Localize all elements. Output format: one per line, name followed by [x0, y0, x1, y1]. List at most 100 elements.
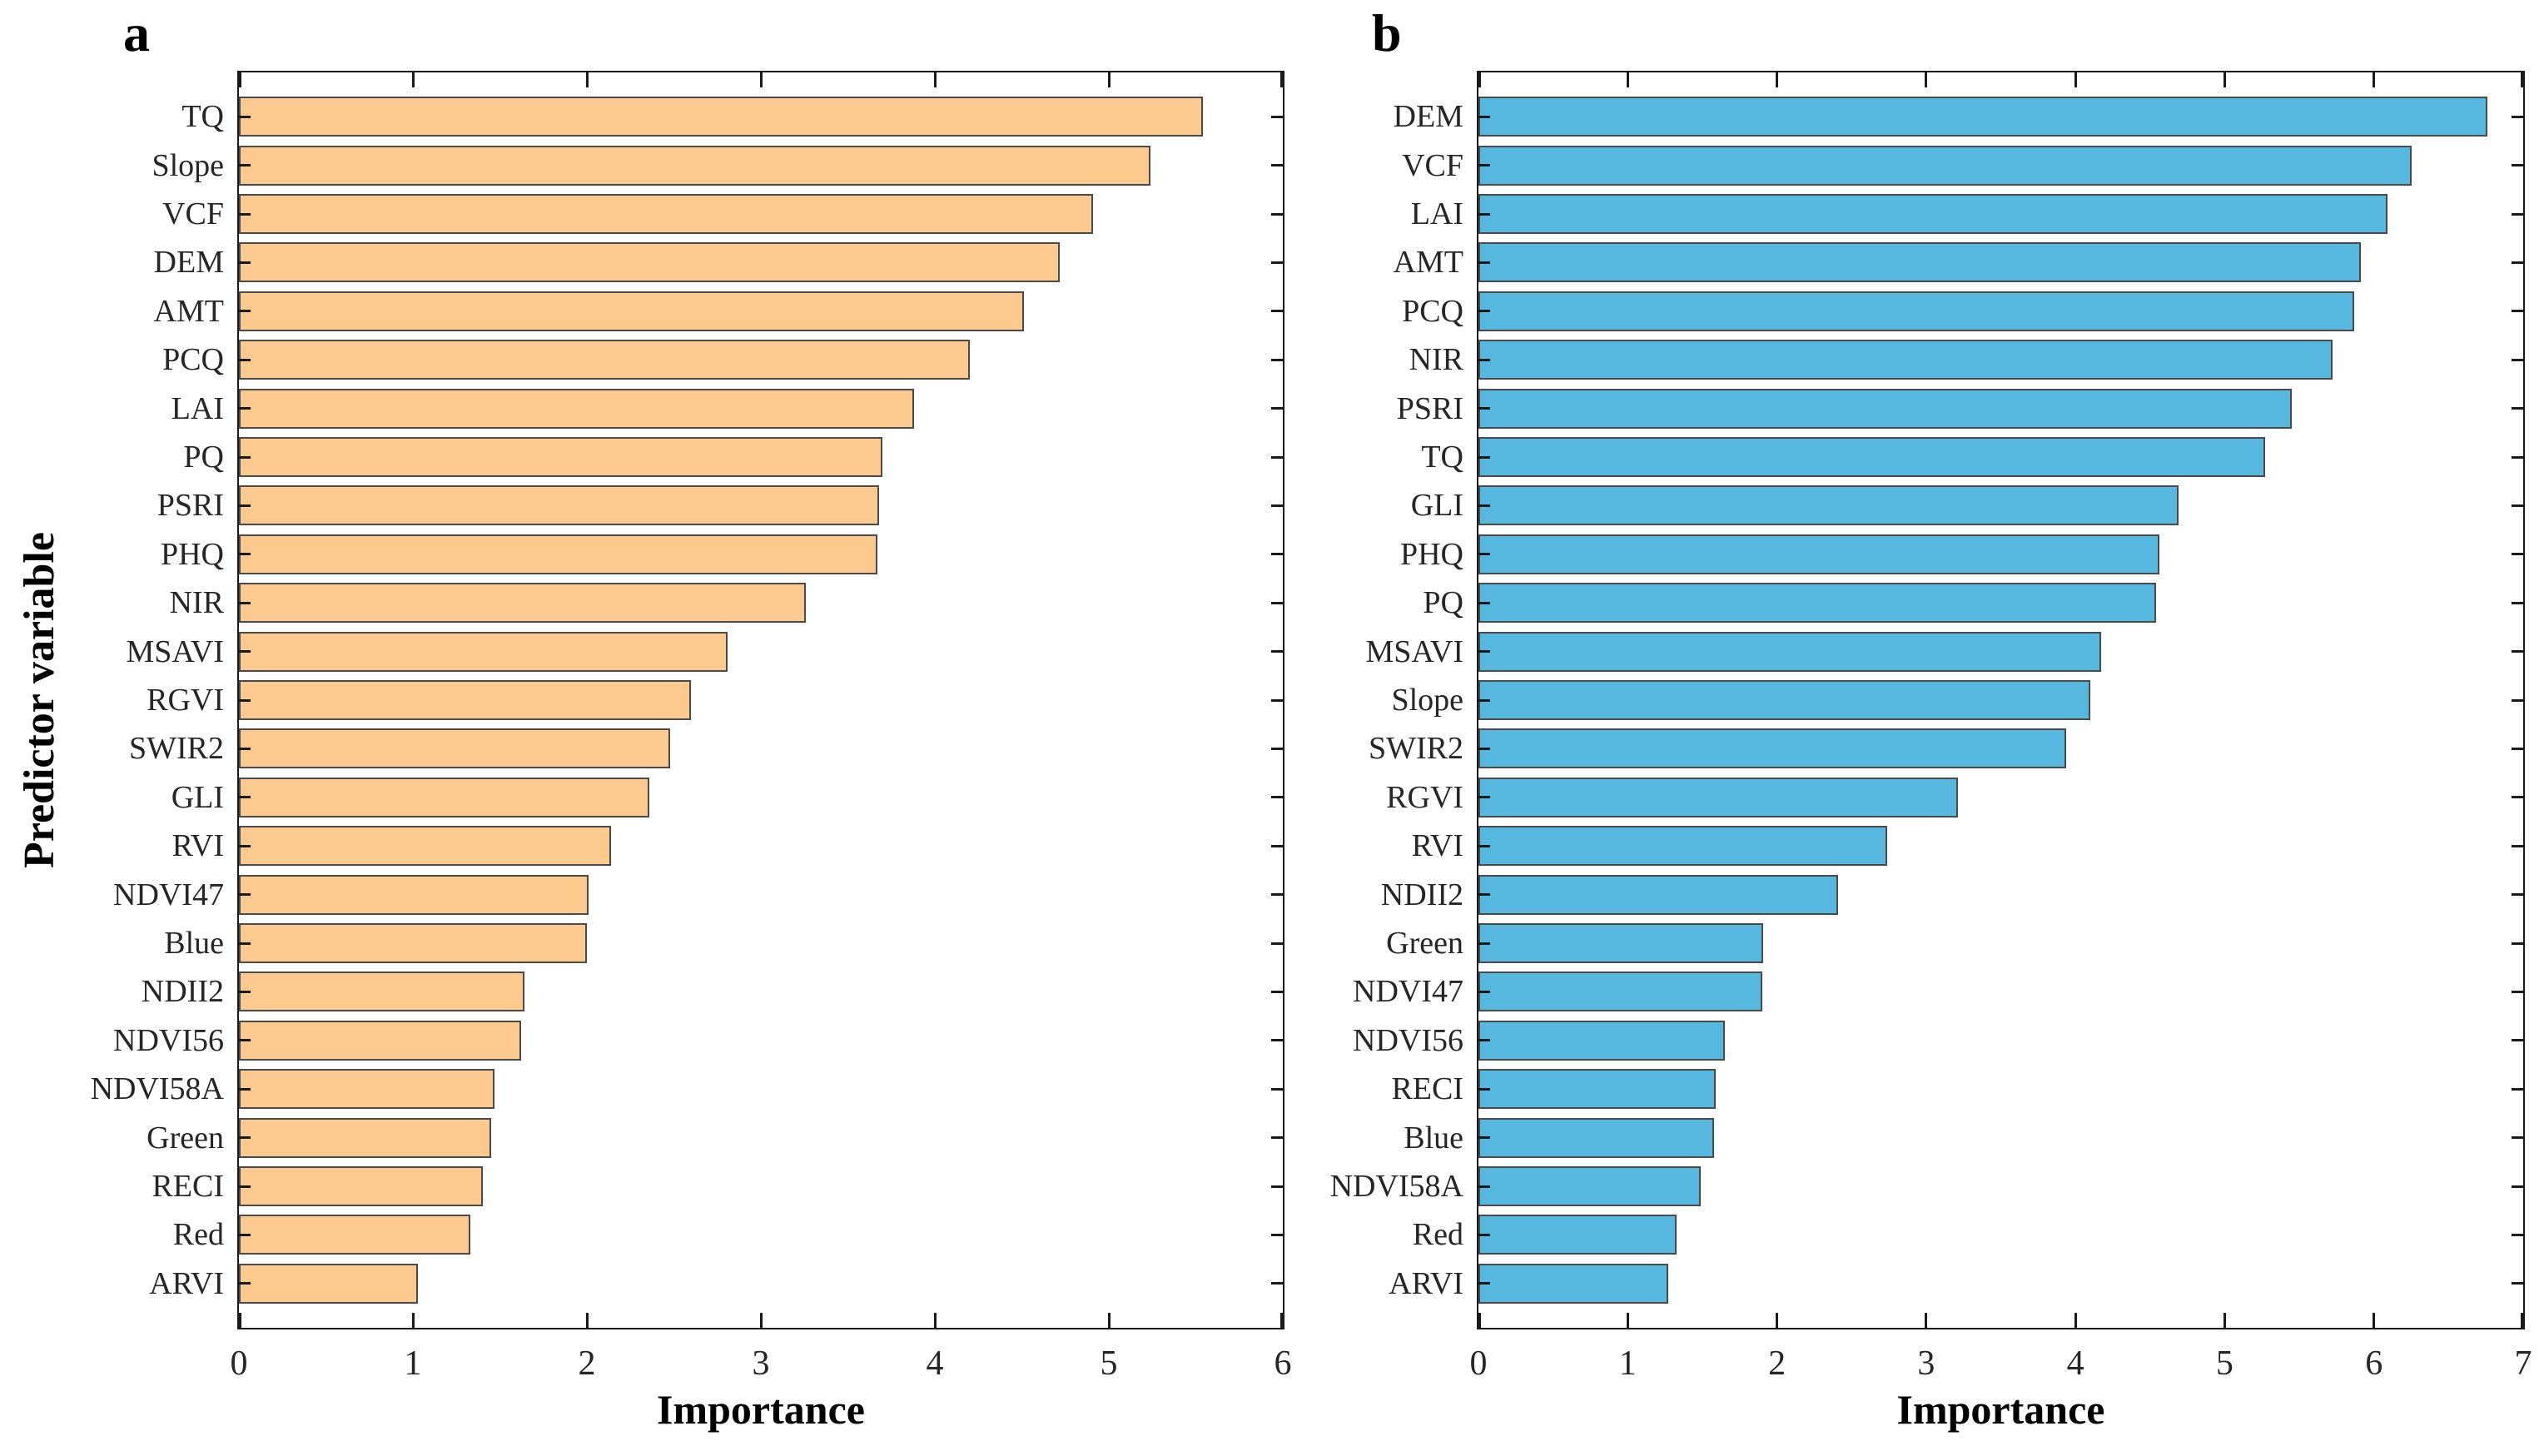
y-tick-left: [1478, 455, 1490, 459]
y-tick-right: [2512, 1039, 2523, 1042]
y-tick-right: [1271, 164, 1283, 167]
bar-Green: [239, 1117, 492, 1158]
category-label-GLI: GLI: [171, 779, 224, 815]
x-tick-label: 0: [230, 1344, 248, 1383]
y-tick-left: [1478, 1087, 1490, 1091]
x-tick-bottom: [239, 1313, 241, 1328]
y-tick-left: [1478, 601, 1490, 604]
bar-NDVI56: [1478, 1020, 1725, 1061]
y-tick-left: [239, 310, 251, 313]
y-tick-left: [1478, 990, 1490, 993]
bar-PSRI: [239, 485, 880, 526]
category-label-NDVI47: NDVI47: [113, 877, 224, 912]
bar-RECI: [1478, 1069, 1717, 1110]
bar-VCF: [239, 194, 1094, 234]
y-tick-right: [2512, 212, 2523, 216]
y-tick-right: [1271, 1233, 1283, 1236]
y-tick-right: [2512, 1185, 2523, 1188]
bar-PCQ: [1478, 291, 2355, 331]
category-label-Red: Red: [172, 1217, 224, 1253]
bar-AMT: [239, 291, 1024, 331]
x-tick-top: [239, 72, 241, 87]
x-tick-label: 6: [2365, 1344, 2383, 1383]
bar-SWIR2: [1478, 728, 2067, 769]
y-tick-left: [239, 504, 251, 507]
y-tick-right: [1271, 1185, 1283, 1188]
y-tick-left: [1478, 650, 1490, 653]
y-tick-left: [1478, 1233, 1490, 1236]
y-tick-right: [1271, 990, 1283, 993]
y-tick-right: [1271, 1039, 1283, 1042]
x-tick-bottom: [1280, 1313, 1283, 1328]
y-tick-left: [239, 1087, 251, 1091]
y-tick-right: [1271, 553, 1283, 556]
y-tick-right: [2512, 1233, 2523, 1236]
x-tick-bottom: [1776, 1313, 1779, 1328]
bar-NDVI58A: [239, 1069, 495, 1110]
category-label-PHQ: PHQ: [160, 536, 224, 572]
y-tick-right: [2512, 893, 2523, 897]
x-tick-bottom: [411, 1313, 415, 1328]
x-tick-bottom: [2074, 1313, 2077, 1328]
y-tick-left: [1478, 796, 1490, 799]
y-tick-left: [239, 261, 251, 264]
y-tick-right: [1271, 504, 1283, 507]
panel-b-letter: b: [1372, 3, 1402, 62]
category-label-Blue: Blue: [1404, 1120, 1463, 1155]
y-tick-left: [239, 650, 251, 653]
category-label-ARVI: ARVI: [149, 1265, 224, 1301]
x-tick-bottom: [1626, 1313, 1629, 1328]
category-label-NDVI47: NDVI47: [1353, 974, 1463, 1010]
x-tick-bottom: [1107, 1313, 1111, 1328]
y-tick-left: [239, 1039, 251, 1042]
y-tick-right: [2512, 455, 2523, 459]
bar-NIR: [239, 583, 807, 624]
x-tick-top: [2521, 72, 2523, 87]
y-tick-right: [2512, 310, 2523, 313]
category-label-TQ: TQ: [181, 99, 224, 135]
category-label-NIR: NIR: [1409, 342, 1463, 378]
bar-PQ: [1478, 583, 2156, 624]
bar-MSAVI: [239, 631, 728, 672]
x-tick-top: [1478, 72, 1481, 87]
bar-RECI: [239, 1166, 483, 1206]
y-tick-left: [1478, 504, 1490, 507]
y-tick-left: [1478, 844, 1490, 847]
bar-VCF: [1478, 145, 2412, 186]
bar-MSAVI: [1478, 631, 2101, 672]
y-tick-right: [1271, 796, 1283, 799]
y-tick-right: [1271, 407, 1283, 410]
bar-GLI: [1478, 485, 2179, 526]
y-tick-right: [2512, 358, 2523, 361]
y-tick-right: [1271, 747, 1283, 750]
y-tick-right: [2512, 796, 2523, 799]
x-axis-title-b: Importance: [1896, 1386, 2105, 1433]
category-label-LAI: LAI: [1410, 196, 1463, 231]
bar-chart-panel-b: DEM VCF LAI AMT PCQ NIR PSRI TQ GLI PHQ PQ MSAVI Slo…: [1330, 71, 2532, 1381]
bar-Green: [1478, 923, 1764, 963]
x-tick-bottom: [933, 1313, 937, 1328]
category-label-Green: Green: [147, 1120, 224, 1155]
y-tick-left: [239, 455, 251, 459]
bar-SWIR2: [239, 728, 671, 769]
category-label-Green: Green: [1386, 926, 1463, 961]
x-tick-top: [1107, 72, 1111, 87]
x-tick-top: [1925, 72, 1928, 87]
category-label-TQ: TQ: [1421, 440, 1463, 475]
category-label-RECI: RECI: [1391, 1071, 1463, 1107]
category-label-PCQ: PCQ: [162, 342, 224, 378]
x-tick-label: 6: [1274, 1344, 1292, 1383]
bar-NDII2: [239, 971, 524, 1012]
bar-Red: [1478, 1215, 1677, 1255]
y-tick-left: [1478, 310, 1490, 313]
y-tick-right: [1271, 893, 1283, 897]
category-label-DEM: DEM: [153, 245, 224, 281]
category-label-RGVI: RGVI: [1386, 779, 1463, 815]
bar-ARVI: [1478, 1263, 1668, 1304]
category-label-NDVI56: NDVI56: [113, 1022, 224, 1058]
x-tick-bottom: [2223, 1313, 2226, 1328]
y-tick-right: [2512, 601, 2523, 604]
y-tick-left: [1478, 747, 1490, 750]
y-tick-right: [2512, 1136, 2523, 1140]
y-tick-left: [239, 893, 251, 897]
